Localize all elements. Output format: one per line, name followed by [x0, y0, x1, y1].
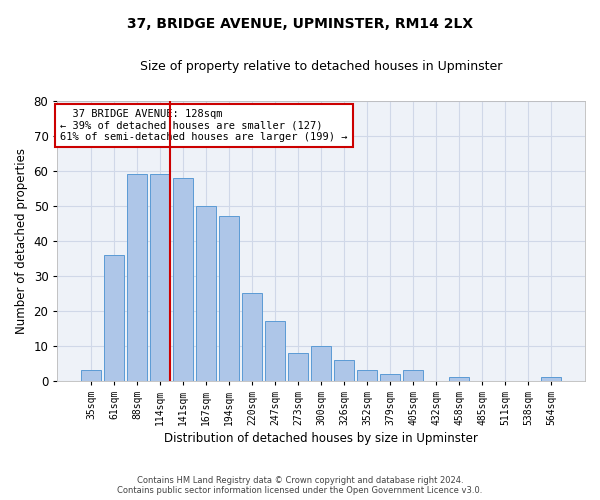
Title: Size of property relative to detached houses in Upminster: Size of property relative to detached ho…	[140, 60, 502, 73]
Bar	[289, 353, 308, 381]
Bar	[403, 370, 423, 381]
Bar	[358, 370, 377, 381]
X-axis label: Distribution of detached houses by size in Upminster: Distribution of detached houses by size …	[164, 432, 478, 445]
Bar	[334, 360, 354, 381]
Bar	[104, 254, 124, 381]
Y-axis label: Number of detached properties: Number of detached properties	[15, 148, 28, 334]
Bar	[82, 370, 101, 381]
Bar	[265, 321, 285, 381]
Text: 37 BRIDGE AVENUE: 128sqm
← 39% of detached houses are smaller (127)
61% of semi-: 37 BRIDGE AVENUE: 128sqm ← 39% of detach…	[60, 109, 347, 142]
Bar	[541, 378, 561, 381]
Bar	[220, 216, 239, 381]
Bar	[242, 293, 262, 381]
Bar	[151, 174, 170, 381]
Bar	[449, 378, 469, 381]
Bar	[127, 174, 147, 381]
Bar	[380, 374, 400, 381]
Bar	[196, 206, 216, 381]
Bar	[173, 178, 193, 381]
Bar	[311, 346, 331, 381]
Text: 37, BRIDGE AVENUE, UPMINSTER, RM14 2LX: 37, BRIDGE AVENUE, UPMINSTER, RM14 2LX	[127, 18, 473, 32]
Text: Contains HM Land Registry data © Crown copyright and database right 2024.
Contai: Contains HM Land Registry data © Crown c…	[118, 476, 482, 495]
